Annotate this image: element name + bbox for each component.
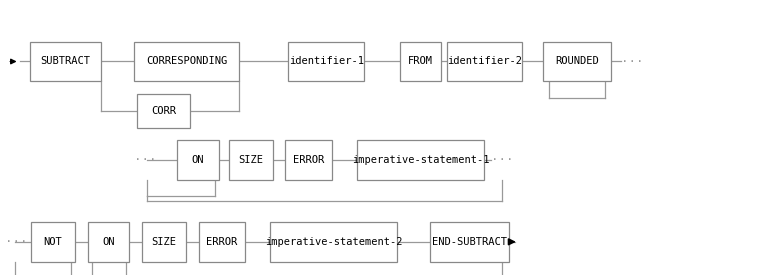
- Text: ···: ···: [490, 153, 513, 166]
- Text: SIZE: SIZE: [238, 155, 263, 165]
- FancyBboxPatch shape: [229, 140, 273, 180]
- Text: identifier-1: identifier-1: [289, 57, 364, 67]
- FancyBboxPatch shape: [399, 42, 441, 81]
- Text: ···: ···: [5, 235, 27, 248]
- Text: imperative-statement-1: imperative-statement-1: [352, 155, 489, 165]
- FancyBboxPatch shape: [30, 42, 102, 81]
- FancyBboxPatch shape: [142, 222, 186, 262]
- Text: ERROR: ERROR: [293, 155, 324, 165]
- Text: SIZE: SIZE: [152, 237, 177, 247]
- FancyBboxPatch shape: [447, 42, 522, 81]
- Text: ON: ON: [192, 155, 204, 165]
- FancyBboxPatch shape: [31, 222, 74, 262]
- FancyBboxPatch shape: [137, 94, 190, 128]
- Text: ···: ···: [133, 153, 156, 166]
- Text: NOT: NOT: [43, 237, 62, 247]
- FancyBboxPatch shape: [133, 42, 240, 81]
- FancyBboxPatch shape: [288, 42, 364, 81]
- FancyBboxPatch shape: [543, 42, 611, 81]
- Text: FROM: FROM: [408, 57, 433, 67]
- FancyBboxPatch shape: [271, 222, 397, 262]
- Text: ON: ON: [102, 237, 115, 247]
- FancyBboxPatch shape: [199, 222, 246, 262]
- Text: identifier-2: identifier-2: [447, 57, 522, 67]
- FancyBboxPatch shape: [88, 222, 130, 262]
- FancyBboxPatch shape: [357, 140, 484, 180]
- Text: imperative-statement-2: imperative-statement-2: [265, 237, 402, 247]
- Text: ···: ···: [621, 55, 644, 68]
- Text: CORR: CORR: [152, 106, 177, 116]
- FancyBboxPatch shape: [285, 140, 332, 180]
- Text: END-SUBTRACT: END-SUBTRACT: [432, 237, 507, 247]
- Text: ERROR: ERROR: [206, 237, 237, 247]
- Text: CORRESPONDING: CORRESPONDING: [146, 57, 227, 67]
- FancyBboxPatch shape: [430, 222, 509, 262]
- Text: SUBTRACT: SUBTRACT: [41, 57, 91, 67]
- FancyBboxPatch shape: [177, 140, 218, 180]
- Text: ROUNDED: ROUNDED: [555, 57, 599, 67]
